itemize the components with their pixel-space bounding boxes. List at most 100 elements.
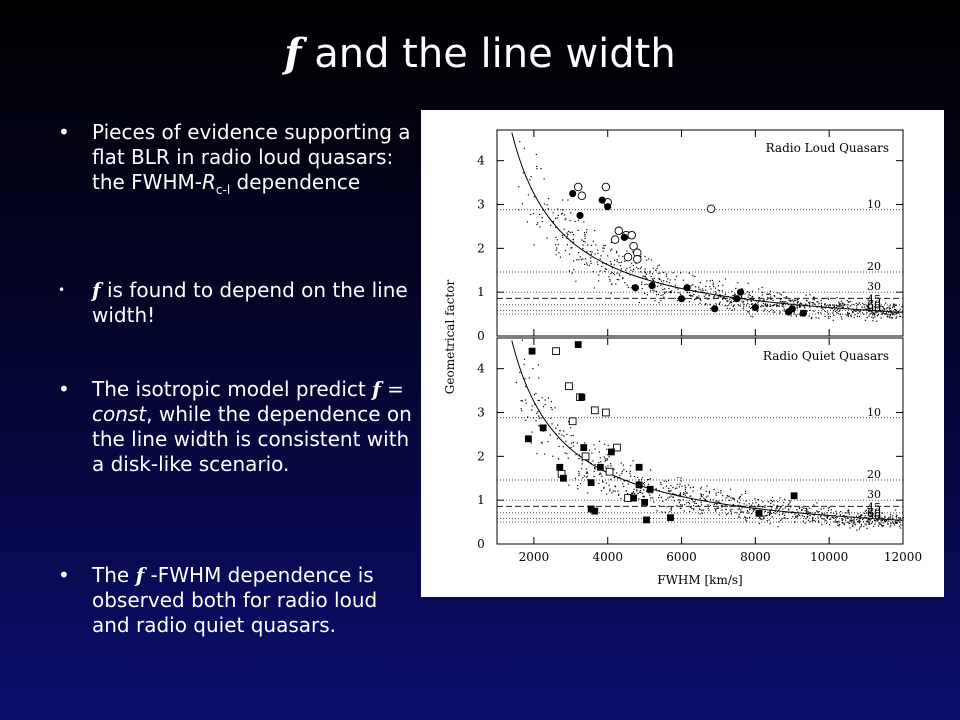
model-point <box>582 247 584 250</box>
model-point <box>630 475 632 477</box>
model-point <box>861 312 864 314</box>
model-point <box>641 283 643 285</box>
model-point <box>796 304 798 307</box>
model-point <box>582 477 584 479</box>
model-point <box>891 312 893 314</box>
model-point <box>663 271 665 274</box>
model-point <box>890 317 893 319</box>
model-point <box>899 521 901 524</box>
model-point <box>521 410 523 412</box>
model-point <box>652 267 654 269</box>
model-point <box>889 307 891 309</box>
model-point <box>649 272 651 274</box>
model-point <box>645 273 648 275</box>
model-point <box>679 493 681 495</box>
model-point <box>609 463 612 465</box>
model-point <box>704 498 707 501</box>
model-point <box>836 513 838 515</box>
model-point <box>627 483 629 485</box>
model-point <box>600 490 603 492</box>
model-point <box>879 311 881 313</box>
model-point <box>717 285 720 287</box>
model-point <box>610 465 612 467</box>
model-point <box>757 302 759 304</box>
model-point <box>754 498 756 500</box>
model-point <box>537 399 539 402</box>
model-point <box>655 269 657 271</box>
model-point <box>625 490 627 492</box>
model-point <box>641 477 643 479</box>
model-point <box>538 424 540 427</box>
model-point <box>847 312 849 314</box>
model-point <box>518 209 520 211</box>
model-point <box>848 522 850 524</box>
model-point <box>729 506 731 508</box>
model-point <box>684 490 687 492</box>
model-point <box>698 295 700 297</box>
model-point <box>621 470 623 472</box>
model-point <box>568 253 571 255</box>
model-point <box>699 498 701 500</box>
model-point <box>837 305 839 307</box>
model-point <box>600 461 602 463</box>
model-point <box>572 445 575 447</box>
model-point <box>894 521 896 523</box>
model-point <box>631 262 633 264</box>
model-point <box>871 515 873 517</box>
model-point <box>552 221 554 223</box>
model-point <box>763 300 765 302</box>
model-point <box>797 301 799 303</box>
model-point <box>681 504 683 506</box>
model-point <box>854 310 856 312</box>
model-point <box>788 509 790 511</box>
model-point <box>782 300 784 303</box>
bullet-2-post: is found to depend on the line width! <box>92 278 408 327</box>
model-point <box>598 440 601 442</box>
model-point <box>888 520 890 522</box>
model-point <box>884 515 886 517</box>
model-point <box>713 503 715 506</box>
model-point <box>577 229 579 232</box>
model-point <box>585 472 588 474</box>
model-point <box>611 492 613 494</box>
model-point <box>657 285 659 287</box>
model-point <box>891 314 893 316</box>
bullet-4-pre: The <box>92 563 136 587</box>
model-point <box>663 296 665 298</box>
model-point <box>629 266 631 269</box>
model-point <box>843 304 845 307</box>
model-point <box>766 514 768 517</box>
data-point-filled-circle <box>799 309 807 317</box>
model-point <box>882 313 884 315</box>
model-point <box>882 312 884 314</box>
model-point <box>640 491 642 494</box>
model-point <box>839 309 841 311</box>
model-point <box>604 458 606 460</box>
model-point <box>817 516 819 518</box>
model-point <box>759 518 762 520</box>
model-point <box>566 244 569 246</box>
model-point <box>773 304 775 306</box>
model-point <box>899 308 901 310</box>
model-point <box>773 294 775 297</box>
model-point <box>862 521 865 523</box>
model-point <box>802 305 804 307</box>
model-point <box>858 520 860 522</box>
model-point <box>869 513 872 515</box>
model-point <box>609 260 612 263</box>
model-point <box>849 305 852 307</box>
data-point-open-circle <box>601 182 611 192</box>
model-point <box>554 217 557 219</box>
model-point <box>613 476 616 478</box>
model-point <box>884 308 886 310</box>
model-point <box>824 515 826 517</box>
model-point <box>544 403 546 406</box>
model-point <box>770 298 772 300</box>
model-point <box>540 167 542 170</box>
model-point <box>858 515 860 518</box>
model-point <box>877 311 879 313</box>
model-point <box>690 506 692 509</box>
model-point <box>770 502 772 505</box>
y-tick-label: 1 <box>477 493 485 507</box>
model-point <box>673 493 675 495</box>
